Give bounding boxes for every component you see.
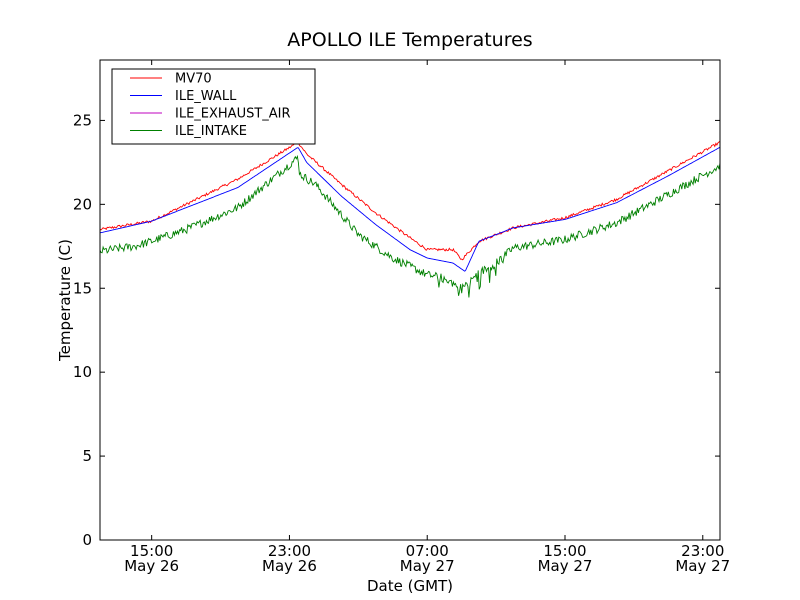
plot-frame (99, 59, 721, 541)
x-axis-label: Date (GMT) (367, 577, 453, 595)
legend-label-ile-intake: ILE_INTAKE (175, 124, 247, 139)
plot-lines (99, 140, 721, 298)
x-tick-label-time: 23:00 (268, 542, 311, 560)
y-tick-label: 10 (73, 363, 92, 381)
x-tick-label-date: May 26 (124, 557, 179, 575)
legend-box (111, 68, 316, 145)
legend-label-mv70: MV70 (175, 72, 212, 87)
y-tick-label: 15 (73, 279, 92, 297)
x-tick-label-date: May 27 (400, 557, 455, 575)
x-tick-label-time: 23:00 (681, 542, 724, 560)
x-tick-label-time: 15:00 (130, 542, 173, 560)
legend-label-ile-wall: ILE_WALL (175, 89, 237, 104)
y-tick-label: 0 (82, 531, 92, 549)
y-tick-label: 5 (82, 447, 92, 465)
x-tick-label-date: May 27 (538, 557, 593, 575)
legend-label-ile-exhaust-air: ILE_EXHAUST_AIR (175, 107, 291, 122)
x-tick-label-date: May 26 (262, 557, 317, 575)
x-tick-label-time: 07:00 (406, 542, 449, 560)
y-tick-label: 25 (73, 111, 92, 129)
y-tick-label: 20 (73, 195, 92, 213)
series-line-ile-intake (99, 154, 721, 298)
chart-title: APOLLO ILE Temperatures (287, 29, 532, 51)
series-line-ile-wall (99, 146, 721, 272)
x-tick-label-date: May 27 (675, 557, 730, 575)
x-tick-label-time: 15:00 (543, 542, 586, 560)
y-axis-label: Temperature (C) (56, 239, 74, 362)
series-line-mv70 (99, 140, 721, 261)
legend: MV70 ILE_WALL ILE_EXHAUST_AIR ILE_INTAKE (111, 68, 316, 145)
